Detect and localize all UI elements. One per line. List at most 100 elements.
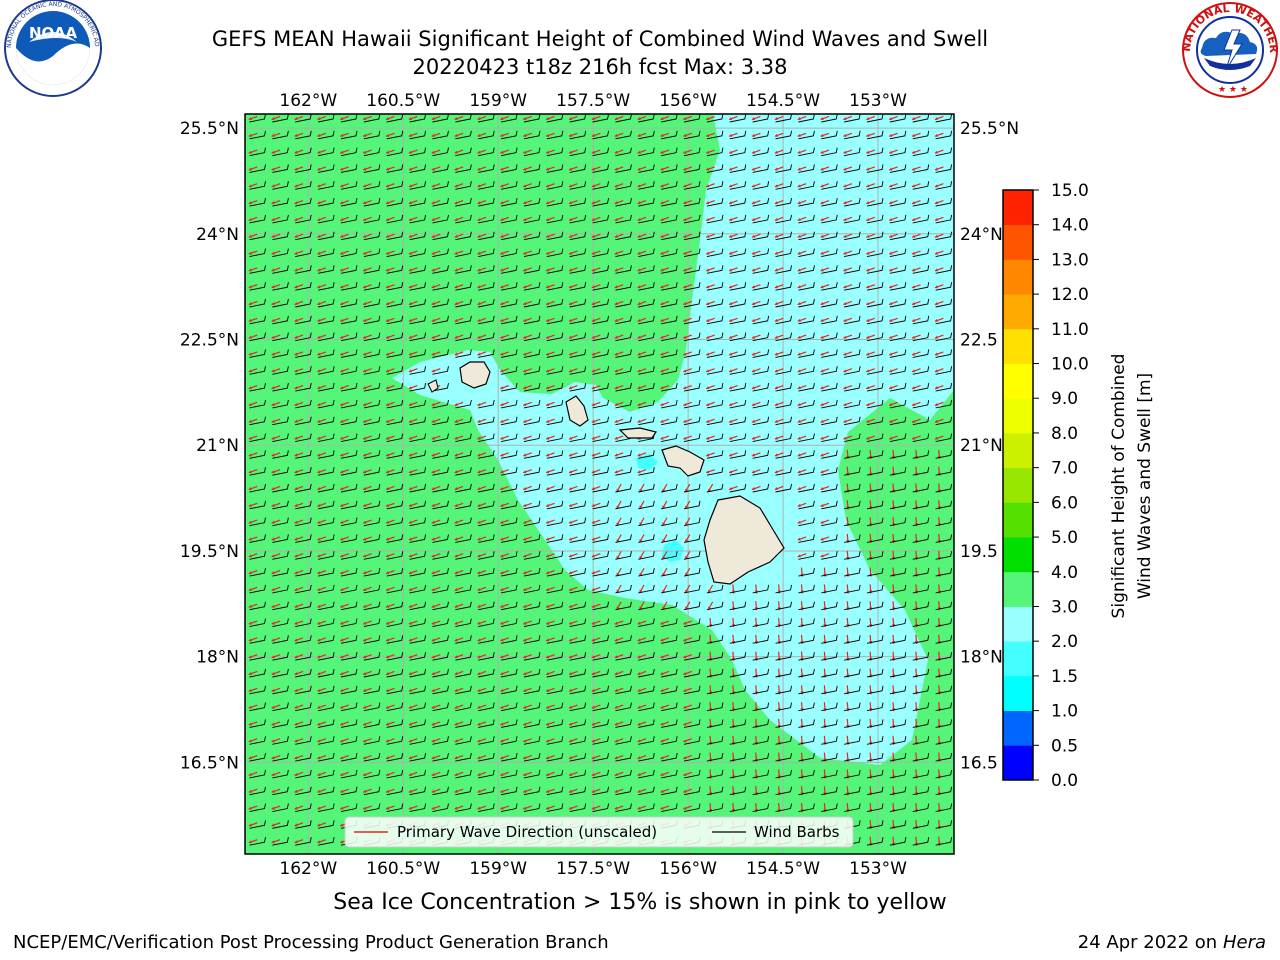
wind-barb — [661, 315, 678, 325]
wind-barb — [844, 383, 861, 392]
wind-barb — [546, 298, 564, 308]
wind-barb — [500, 164, 518, 173]
wind-barb — [478, 786, 495, 796]
wind-barb — [478, 668, 495, 678]
wind-barb — [638, 534, 655, 543]
wave-arrowhead — [912, 184, 916, 188]
wave-arrowhead — [431, 234, 435, 238]
wind-barb — [523, 198, 541, 207]
wind-barb — [363, 568, 381, 577]
wave-arrowhead — [477, 722, 481, 726]
wind-barb — [363, 147, 381, 157]
wave-arrowhead — [271, 604, 275, 608]
wind-barb — [661, 164, 678, 173]
wave-arrowhead — [820, 133, 824, 137]
wave-arrowhead — [912, 318, 916, 322]
wave-arrowhead — [477, 705, 481, 709]
wave-arrowhead — [271, 655, 275, 659]
wave-arrowhead — [820, 167, 824, 171]
wind-barb — [432, 685, 449, 695]
wind-barb — [478, 702, 495, 712]
wind-barb — [638, 130, 655, 140]
wave-arrowhead — [340, 133, 344, 137]
wave-arrowhead — [546, 688, 550, 692]
wave-arrowhead — [294, 487, 298, 491]
wind-barb — [295, 383, 312, 392]
wind-barb — [775, 265, 792, 274]
wave-arrowhead — [843, 150, 847, 154]
wind-barb — [340, 568, 358, 577]
wind-barb — [912, 820, 930, 829]
wave-arrowhead — [317, 503, 321, 507]
wave-arrowhead — [523, 234, 527, 238]
wind-barb — [409, 181, 427, 190]
wave-arrowhead — [340, 150, 344, 154]
wind-barb — [546, 181, 564, 190]
wind-barb — [409, 483, 427, 493]
wave-arrowhead — [708, 488, 711, 492]
lon-tick-label-bottom: 162°W — [279, 859, 337, 879]
wind-barb — [340, 635, 358, 644]
wave-arrowhead — [637, 772, 641, 777]
wind-barb — [272, 736, 289, 745]
wind-barb — [889, 450, 907, 459]
wave-arrowhead — [523, 672, 527, 676]
wind-barb — [272, 803, 289, 812]
wind-barb — [386, 416, 404, 426]
wave-arrowhead — [294, 453, 298, 457]
wave-arrowhead — [591, 554, 595, 558]
wind-barb — [729, 416, 747, 426]
wind-barb — [340, 181, 358, 190]
wave-arrowhead — [660, 789, 664, 793]
wind-barb — [706, 450, 724, 459]
wave-arrowhead — [843, 167, 847, 171]
wave-arrowhead — [662, 522, 666, 526]
wave-arrowhead — [340, 621, 344, 625]
wave-arrowhead — [820, 386, 824, 390]
wave-arrowhead — [271, 167, 275, 171]
wave-arrowhead — [294, 503, 298, 507]
wave-arrowhead — [546, 285, 550, 289]
wind-barb — [615, 483, 632, 493]
wave-arrowhead — [546, 554, 550, 558]
wind-barb — [615, 298, 632, 308]
wave-arrowhead — [408, 587, 413, 592]
wind-barb — [523, 534, 541, 543]
wave-arrowhead — [546, 419, 550, 423]
wind-barb — [889, 534, 907, 543]
wave-arrowhead — [797, 234, 801, 238]
wave-arrowhead — [843, 268, 847, 272]
wave-arrowhead — [912, 201, 916, 205]
wind-barb — [432, 298, 449, 308]
wave-arrowhead — [751, 167, 756, 171]
wave-arrowhead — [248, 184, 252, 188]
wave-arrowhead — [363, 369, 367, 373]
wind-barb — [386, 231, 404, 241]
wind-barb — [500, 702, 518, 712]
wind-barb — [249, 786, 266, 796]
wave-arrowhead — [477, 672, 481, 676]
colorbar-segment — [1003, 606, 1033, 642]
barb-legend-label: Wind Barbs — [754, 823, 840, 841]
wave-arrowhead — [294, 184, 298, 188]
wind-barb — [683, 114, 701, 123]
wave-arrowhead — [431, 318, 435, 322]
wave-arrowhead — [797, 167, 801, 171]
wind-barb — [592, 736, 610, 745]
wind-barb — [798, 181, 815, 190]
wave-arrowhead — [889, 184, 893, 188]
wave-arrowhead — [591, 133, 595, 137]
wind-barb — [318, 383, 335, 392]
wind-barb — [432, 652, 449, 661]
wind-barb — [295, 416, 312, 426]
wave-arrowhead — [500, 789, 504, 793]
wind-barb — [249, 231, 266, 241]
wave-arrowhead — [248, 638, 252, 642]
wind-barb — [866, 467, 884, 476]
wind-barb — [752, 450, 770, 459]
wind-barb — [821, 265, 838, 274]
wave-arrowhead — [477, 537, 481, 541]
wind-barb — [638, 198, 655, 207]
wave-arrowhead — [454, 604, 458, 608]
wind-barb — [889, 618, 907, 627]
